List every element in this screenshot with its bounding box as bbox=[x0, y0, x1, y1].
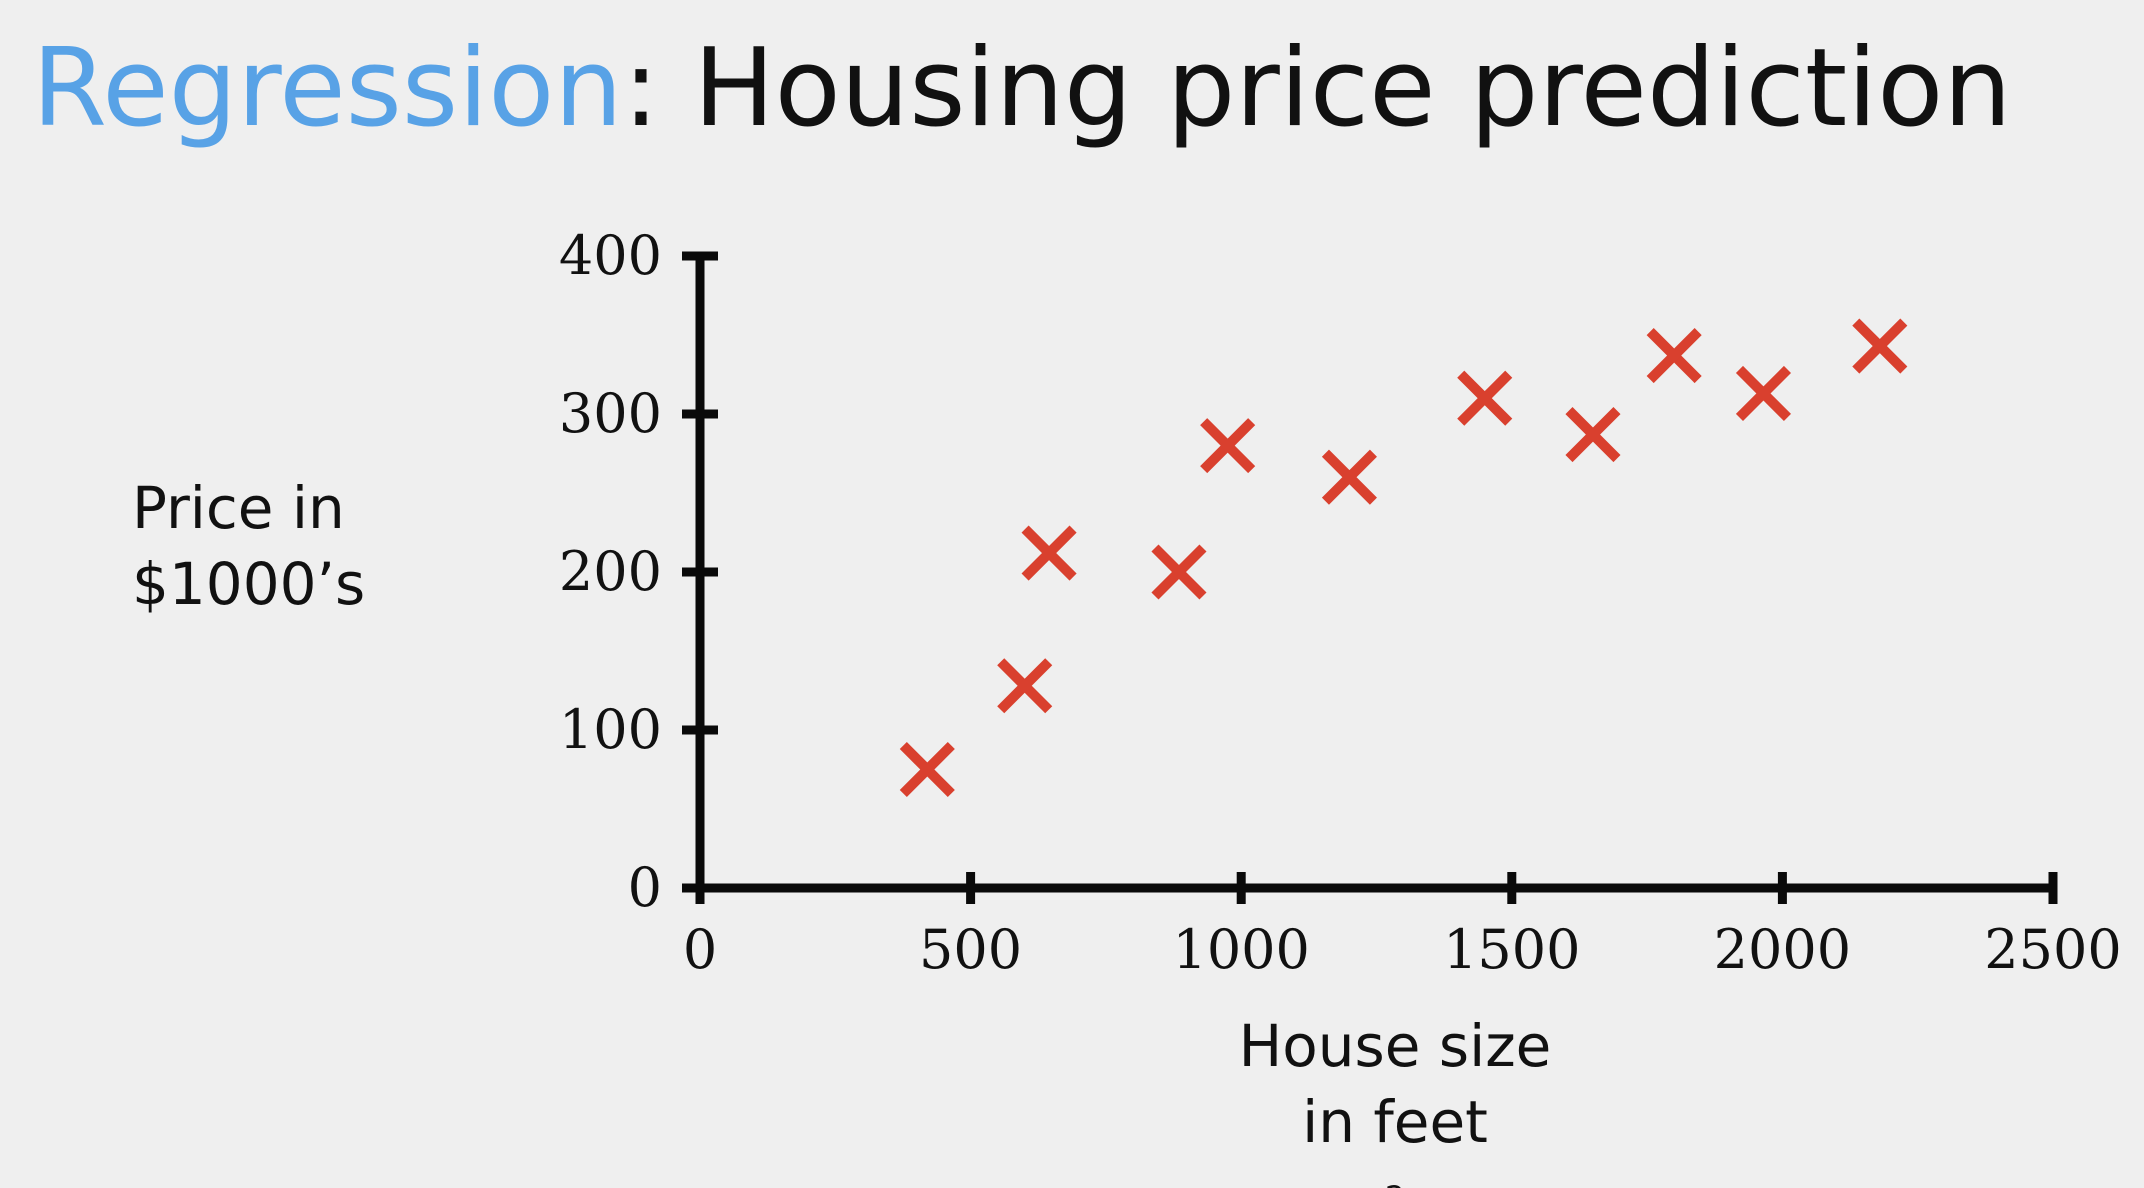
x-axis-label-line2: in feet 2 bbox=[1195, 1084, 1595, 1188]
data-point-x-marker bbox=[1021, 525, 1077, 581]
title-rest: : Housing price prediction bbox=[622, 26, 2012, 151]
y-tick-label: 400 bbox=[559, 224, 662, 287]
data-point-x-marker bbox=[1852, 318, 1908, 374]
chart-title: Regression: Housing price prediction bbox=[32, 24, 2012, 154]
data-points bbox=[899, 318, 1908, 798]
chart-axes bbox=[695, 256, 2057, 893]
x-tick-label: 2500 bbox=[1984, 918, 2121, 981]
y-axis-ticks: 0 100 200 300 400 bbox=[559, 224, 718, 919]
data-point-x-marker bbox=[1457, 370, 1513, 426]
x-tick-label: 1000 bbox=[1172, 918, 1309, 981]
y-tick-label: 100 bbox=[559, 698, 662, 761]
y-axis-label: Price in $1000’s bbox=[132, 470, 452, 622]
data-point-x-marker bbox=[1321, 449, 1377, 505]
x-tick-label: 0 bbox=[683, 918, 717, 981]
y-tick-label: 200 bbox=[559, 540, 662, 603]
title-accent: Regression bbox=[32, 26, 623, 151]
y-tick-label: 300 bbox=[559, 382, 662, 445]
x-axis-ticks: 0 500 1000 1500 2000 2500 bbox=[683, 872, 2122, 981]
data-point-x-marker bbox=[997, 658, 1053, 714]
x-axis-label-unit: in feet bbox=[1302, 1088, 1488, 1156]
x-axis-label-superscript: 2 bbox=[1385, 1179, 1405, 1188]
x-tick-label: 2000 bbox=[1714, 918, 1851, 981]
x-axis-label-line1: House size bbox=[1238, 1012, 1552, 1080]
y-axis-label-line1: Price in bbox=[132, 474, 345, 542]
data-point-x-marker bbox=[1565, 407, 1621, 463]
y-tick-label: 0 bbox=[628, 856, 662, 919]
data-point-x-marker bbox=[1200, 418, 1256, 474]
x-axis-label: House size in feet 2 bbox=[1195, 1008, 1595, 1188]
data-point-x-marker bbox=[1735, 365, 1791, 421]
x-tick-label: 500 bbox=[919, 918, 1022, 981]
data-point-x-marker bbox=[1646, 328, 1702, 384]
data-point-x-marker bbox=[899, 741, 955, 798]
data-point-x-marker bbox=[1151, 544, 1207, 600]
x-tick-label: 1500 bbox=[1443, 918, 1580, 981]
y-axis-label-line2: $1000’s bbox=[132, 550, 366, 618]
